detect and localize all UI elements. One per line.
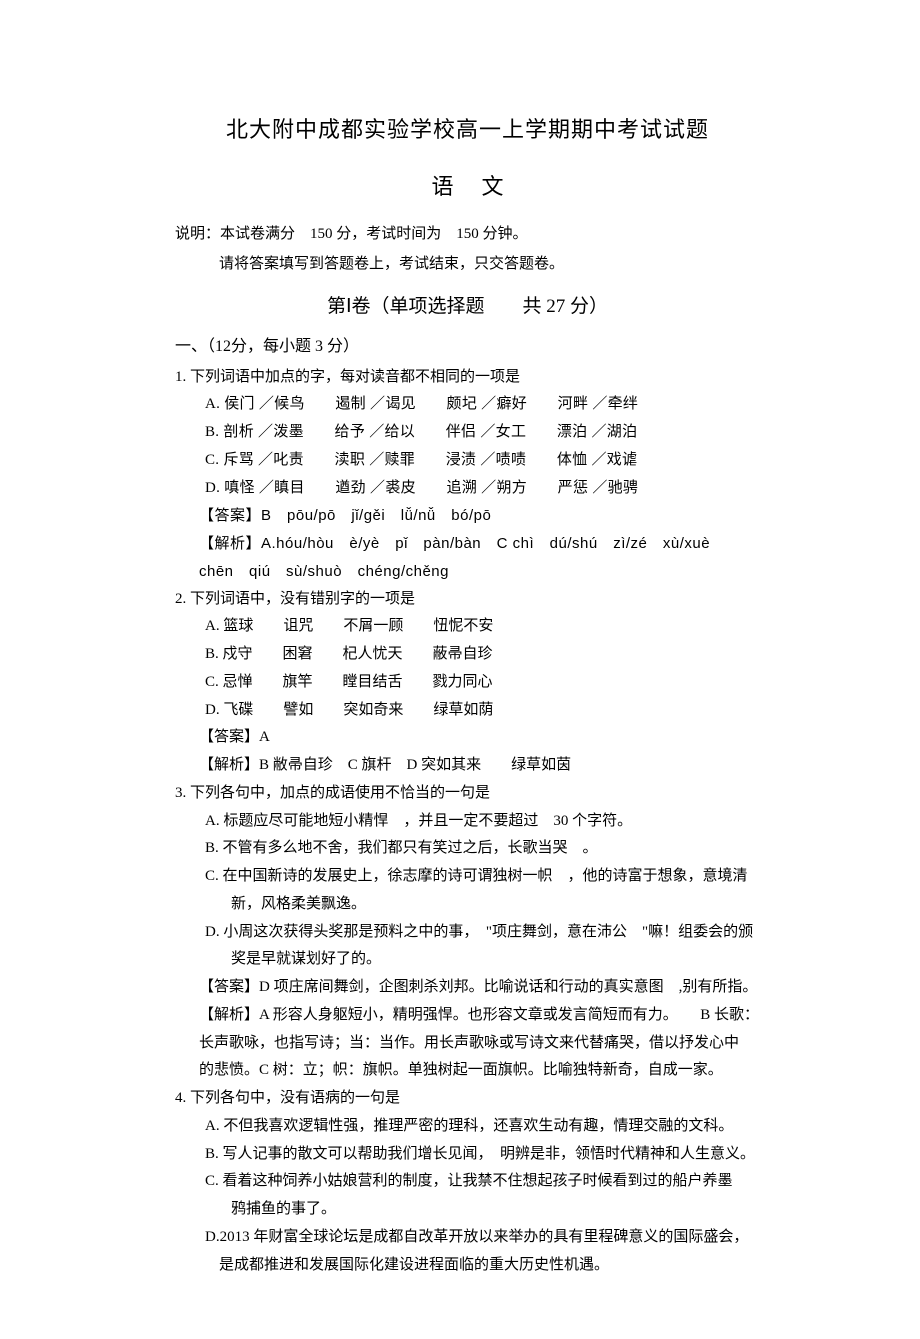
q4-option-c-1: C. 看着这种饲养小姑娘营利的制度，让我禁不住想起孩子时候看到过的船户养墨 <box>175 1168 760 1196</box>
q4-option-b: B. 写人记事的散文可以帮助我们增长见闻， 明辨是非，领悟时代精神和人生意义。 <box>175 1141 760 1169</box>
q1-explain-1: 【解析】A.hóu/hòu è/yè pǐ pàn/bàn C chì dú/s… <box>175 530 760 558</box>
section-1-header: 第Ⅰ卷（单项选择题 共 27 分） <box>175 289 760 324</box>
q3-option-a: A. 标题应尽可能地短小精悍 ，并且一定不要超过 30 个字符。 <box>175 808 760 836</box>
part-1-header: 一、（12分，每小题 3 分） <box>175 332 760 362</box>
q4-stem: 4. 下列各句中，没有语病的一句是 <box>175 1085 760 1113</box>
q3-explain-2: 长声歌咏，也指写诗；当：当作。用长声歌咏或写诗文来代替痛哭，借以抒发心中 <box>175 1030 760 1058</box>
q3-answer: 【答案】D 项庄席间舞剑，企图刺杀刘邦。比喻说话和行动的真实意图 ,别有所指。 <box>175 974 760 1002</box>
instructions-line-2: 请将答案填写到答题卷上，考试结束，只交答题卷。 <box>175 251 760 279</box>
q4-option-d-2: 是成都推进和发展国际化建设进程面临的重大历史性机遇。 <box>175 1252 760 1280</box>
q2-option-b: B. 戍守 困窘 杞人忧天 蔽帚自珍 <box>175 641 760 669</box>
q1-option-a: A. 侯门 ／候鸟 遏制 ／谒见 颇圮 ／癖好 河畔 ／牵绊 <box>175 391 760 419</box>
q2-option-d: D. 飞碟 譬如 突如奇来 绿草如荫 <box>175 697 760 725</box>
q3-option-d-2: 奖是早就谋划好了的。 <box>175 946 760 974</box>
q2-option-c: C. 忌惮 旗竿 瞠目结舌 戮力同心 <box>175 669 760 697</box>
exam-title: 北大附中成都实验学校高一上学期期中考试试题 <box>175 110 760 151</box>
q4-option-d-1: D.2013 年财富全球论坛是成都自改革开放以来举办的具有里程碑意义的国际盛会， <box>175 1224 760 1252</box>
q2-explain: 【解析】B 敝帚自珍 C 旗杆 D 突如其来 绿草如茵 <box>175 752 760 780</box>
q4-option-c-2: 鸦捕鱼的事了。 <box>175 1196 760 1224</box>
q4-option-a: A. 不但我喜欢逻辑性强，推理严密的理科，还喜欢生动有趣，情理交融的文科。 <box>175 1113 760 1141</box>
q3-option-c-2: 新，风格柔美飘逸。 <box>175 891 760 919</box>
q3-explain-1: 【解析】A 形容人身躯短小，精明强悍。也形容文章或发言简短而有力。 B 长歌： <box>175 1002 760 1030</box>
q1-explain-2: chēn qiú sù/shuò chéng/chěng <box>175 558 760 586</box>
q1-option-c: C. 斥骂 ／叱责 渎职 ／赎罪 浸渍 ／啧啧 体恤 ／戏谑 <box>175 447 760 475</box>
q3-option-d-1: D. 小周这次获得头奖那是预料之中的事， "项庄舞剑，意在沛公 "嘛！组委会的颁 <box>175 919 760 947</box>
q1-answer: 【答案】B pōu/pō jǐ/gěi lǚ/nǚ bó/pō <box>175 502 760 530</box>
q3-stem: 3. 下列各句中，加点的成语使用不恰当的一句是 <box>175 780 760 808</box>
q1-option-b: B. 剖析 ／泼墨 给予 ／给以 伴侣 ／女工 漂泊 ／湖泊 <box>175 419 760 447</box>
q1-option-d: D. 嗔怪 ／瞋目 遒劲 ／裘皮 追溯 ／朔方 严惩 ／驰骋 <box>175 475 760 503</box>
q2-stem: 2. 下列词语中，没有错别字的一项是 <box>175 586 760 614</box>
q3-explain-3: 的悲愤。C 树：立；帜：旗帜。单独树起一面旗帜。比喻独特新奇，自成一家。 <box>175 1057 760 1085</box>
q3-option-b: B. 不管有多么地不舍，我们都只有笑过之后，长歌当哭 。 <box>175 835 760 863</box>
q1-stem: 1. 下列词语中加点的字，每对读音都不相同的一项是 <box>175 364 760 392</box>
q3-option-c-1: C. 在中国新诗的发展史上，徐志摩的诗可谓独树一帜 ，他的诗富于想象，意境清 <box>175 863 760 891</box>
q2-option-a: A. 篮球 诅咒 不屑一顾 忸怩不安 <box>175 613 760 641</box>
exam-subject: 语文 <box>175 167 760 208</box>
q2-answer: 【答案】A <box>175 724 760 752</box>
instructions-line-1: 说明：本试卷满分 150 分，考试时间为 150 分钟。 <box>175 221 760 249</box>
